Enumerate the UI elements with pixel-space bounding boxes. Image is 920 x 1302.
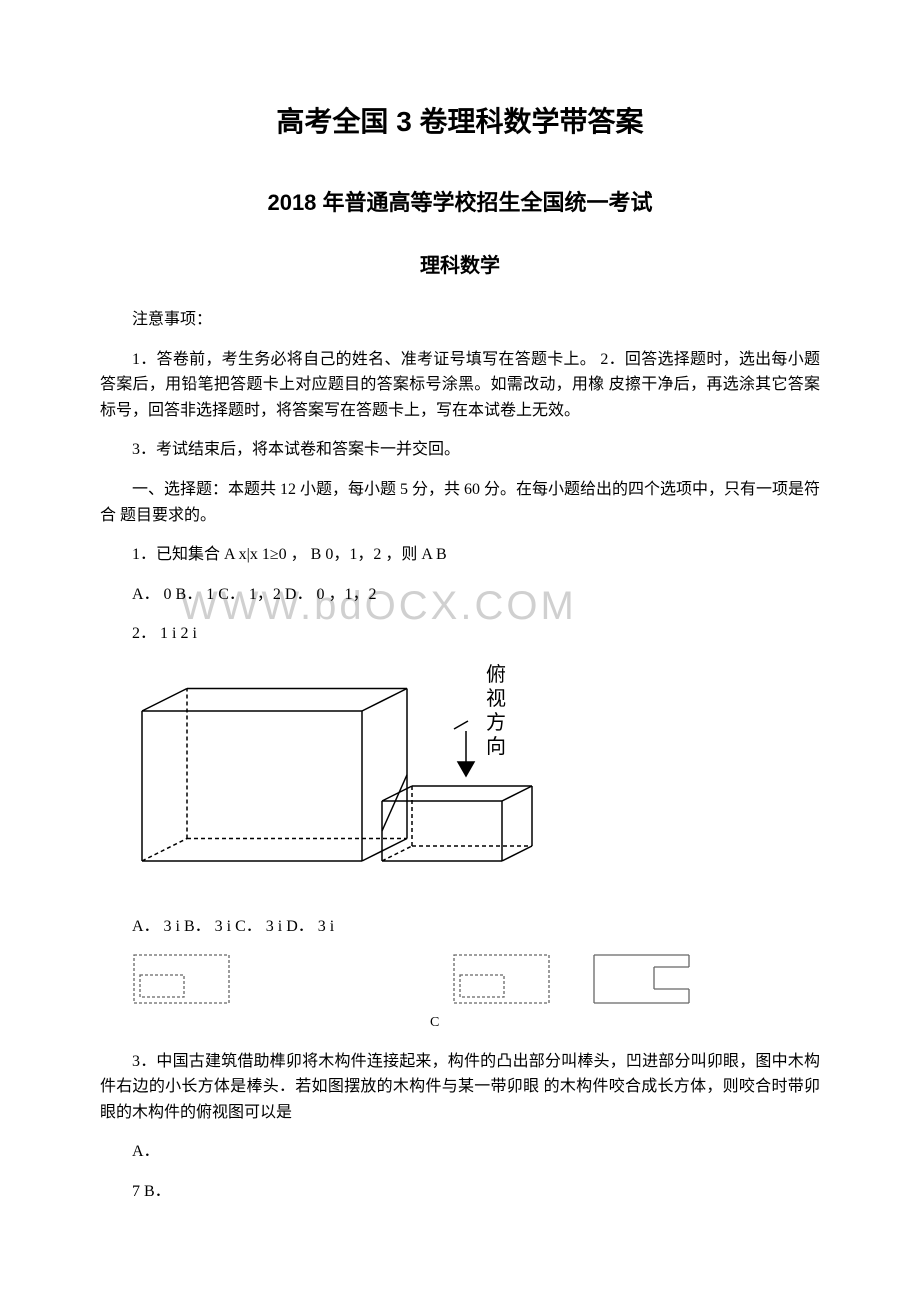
- option-figure-c-icon: [452, 953, 552, 1008]
- answer-option-figures: [132, 953, 820, 1008]
- question-1-stem: 1．已知集合 A x|x 1≥0 ， B 0，1，2 ，则 A B: [100, 542, 820, 568]
- notice-2: 3．考试结束后，将本试卷和答案卡一并交回。: [100, 437, 820, 463]
- page-title: 高考全国 3 卷理科数学带答案: [100, 100, 820, 145]
- question-3-option-b: 7 B．: [100, 1179, 820, 1205]
- geometry-figure-icon: 俯视方向: [132, 661, 562, 891]
- subject-title: 理科数学: [100, 250, 820, 282]
- svg-text:视: 视: [486, 687, 506, 710]
- question-1-options: A． 0 B． 1 C． 1，2 D． 0 ，1，2: [100, 582, 820, 608]
- notice-1: 1．答卷前，考生务必将自己的姓名、准考证号填写在答题卡上。 2．回答选择题时，选…: [100, 347, 820, 424]
- section-1-heading: 一、选择题：本题共 12 小题，每小题 5 分，共 60 分。在每小题给出的四个…: [100, 477, 820, 528]
- option-figure-d-icon: [592, 953, 692, 1008]
- svg-text:向: 向: [486, 735, 506, 758]
- question-3-option-a: A．: [100, 1139, 820, 1165]
- exam-title: 2018 年普通高等学校招生全国统一考试: [100, 185, 820, 220]
- figure-3d-blocks: 俯视方向: [132, 661, 820, 900]
- option-figure-a-icon: [132, 953, 232, 1008]
- question-2-options: A． 3 i B． 3 i C． 3 i D． 3 i: [100, 914, 820, 940]
- notice-label: 注意事项：: [100, 307, 820, 333]
- question-2-stem: 2． 1 i 2 i: [100, 621, 820, 647]
- caption-c: C: [430, 1012, 820, 1034]
- svg-text:方: 方: [486, 711, 506, 734]
- svg-text:俯: 俯: [486, 663, 506, 686]
- question-3-text: 3．中国古建筑借助榫卯将木构件连接起来，构件的凸出部分叫棒头，凹进部分叫卯眼，图…: [100, 1049, 820, 1126]
